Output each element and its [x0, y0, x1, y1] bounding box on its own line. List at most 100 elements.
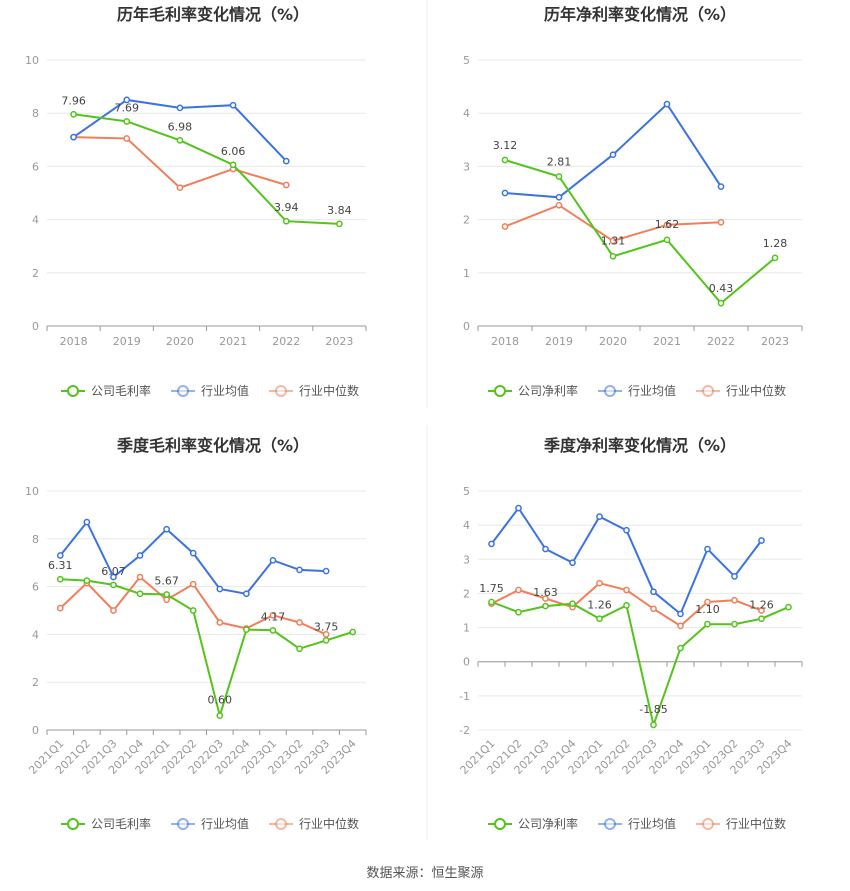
data-label: 1.26: [587, 599, 612, 612]
data-point: [623, 526, 630, 534]
legend-label: 行业均值: [628, 816, 676, 831]
data-point: [216, 585, 224, 593]
data-point: [110, 581, 117, 589]
legend-item-median: 行业中位数: [696, 816, 786, 831]
legend-swatch-marker: [177, 385, 189, 397]
data-point: [322, 631, 330, 638]
data-point: [623, 586, 630, 594]
data-point: [163, 525, 170, 533]
data-label: 6.07: [101, 565, 126, 578]
data-point: [229, 161, 237, 169]
data-label: 1.26: [749, 599, 774, 612]
data-label: 4.17: [261, 610, 286, 623]
data-point: [717, 183, 725, 190]
data-point: [83, 577, 91, 584]
data-label: 1.28: [763, 237, 788, 250]
data-point: [282, 181, 290, 189]
data-point: [731, 620, 738, 628]
legend-item-avg: 行业均值: [171, 816, 249, 831]
legend: 公司净利率 行业均值 行业中位数: [488, 383, 786, 398]
data-label: 1.31: [601, 234, 626, 247]
data-point: [650, 605, 657, 613]
y-tick-label: 2: [463, 214, 470, 227]
data-label: 3.94: [274, 201, 299, 214]
data-point: [163, 591, 170, 598]
data-point: [123, 118, 131, 125]
chart-panel-4: 季度净利率变化情况（%）-2-10123452021Q12021Q22021Q3…: [458, 436, 803, 831]
data-point: [758, 615, 765, 623]
data-point: [123, 96, 131, 104]
x-tick-label: 2018: [60, 335, 88, 348]
data-point: [758, 537, 765, 544]
data-point: [501, 189, 509, 197]
y-tick-label: 10: [25, 485, 39, 498]
legend: 公司毛利率 行业均值 行业中位数: [61, 816, 359, 831]
data-point: [623, 602, 630, 609]
series-company: [70, 110, 343, 228]
data-point: [282, 217, 290, 225]
chart-title: 历年毛利率变化情况（%）: [117, 5, 309, 24]
data-point: [83, 518, 91, 526]
data-point: [555, 193, 563, 201]
data-point: [609, 151, 617, 159]
data-point: [663, 236, 671, 244]
data-point: [136, 552, 144, 559]
x-tick-label: 2018: [491, 335, 519, 348]
y-tick-label: 6: [32, 160, 39, 173]
data-point: [650, 588, 657, 596]
data-point: [136, 573, 144, 581]
legend-swatch-marker: [494, 385, 506, 397]
data-point: [677, 622, 684, 630]
data-point: [515, 608, 522, 616]
series-line: [491, 601, 789, 729]
legend-label: 公司毛利率: [91, 383, 151, 398]
data-point: [189, 580, 197, 588]
data-point: [123, 135, 131, 142]
data-point: [56, 552, 64, 559]
data-point: [569, 559, 576, 567]
legend-label: 行业均值: [201, 383, 249, 398]
y-tick-label: 0: [32, 320, 39, 333]
legend-swatch-marker: [702, 818, 714, 830]
data-label: 3.75: [314, 620, 339, 633]
data-point: [70, 110, 77, 118]
data-label: 0.60: [208, 694, 233, 707]
data-point: [70, 133, 77, 141]
data-point: [296, 645, 303, 653]
data-point: [609, 237, 617, 245]
data-point: [501, 156, 509, 164]
y-tick-label: -2: [459, 724, 470, 737]
legend-item-median: 行业中位数: [269, 816, 359, 831]
series-avg: [56, 518, 330, 598]
data-source-note: 数据来源：恒生聚源: [366, 866, 484, 881]
data-point: [569, 600, 576, 608]
chart-panel-2: 历年净利率变化情况（%） 0 1 2 3 4 5 2018 2019 2020 2021 2022 20…: [463, 5, 803, 398]
data-point: [336, 220, 343, 228]
y-tick-label: 1: [463, 267, 470, 280]
data-label: -1.85: [639, 703, 667, 716]
data-point: [176, 184, 184, 192]
legend-label: 公司净利率: [518, 383, 578, 398]
data-point: [555, 201, 563, 209]
legend: 公司净利率 行业均值 行业中位数: [488, 816, 786, 831]
y-tick-label: 8: [32, 533, 39, 546]
data-point: [515, 586, 522, 594]
series-line: [490, 506, 763, 616]
data-point: [501, 223, 509, 230]
data-point: [596, 579, 603, 587]
data-point: [110, 607, 117, 614]
data-label: 6.06: [221, 145, 246, 158]
chart-title: 季度净利率变化情况（%）: [543, 436, 736, 455]
series-company: [56, 575, 357, 720]
data-label: 6.98: [168, 120, 193, 133]
legend: 公司毛利率 行业均值 行业中位数: [61, 383, 359, 398]
data-label: 5.67: [154, 574, 179, 587]
data-label: 2.81: [547, 156, 572, 169]
y-tick-label: 2: [32, 267, 39, 280]
legend-item-avg: 行业均值: [598, 383, 676, 398]
y-tick-label: 10: [25, 54, 39, 67]
series-median: [501, 201, 725, 245]
data-point: [136, 590, 144, 598]
series-median: [56, 573, 330, 638]
